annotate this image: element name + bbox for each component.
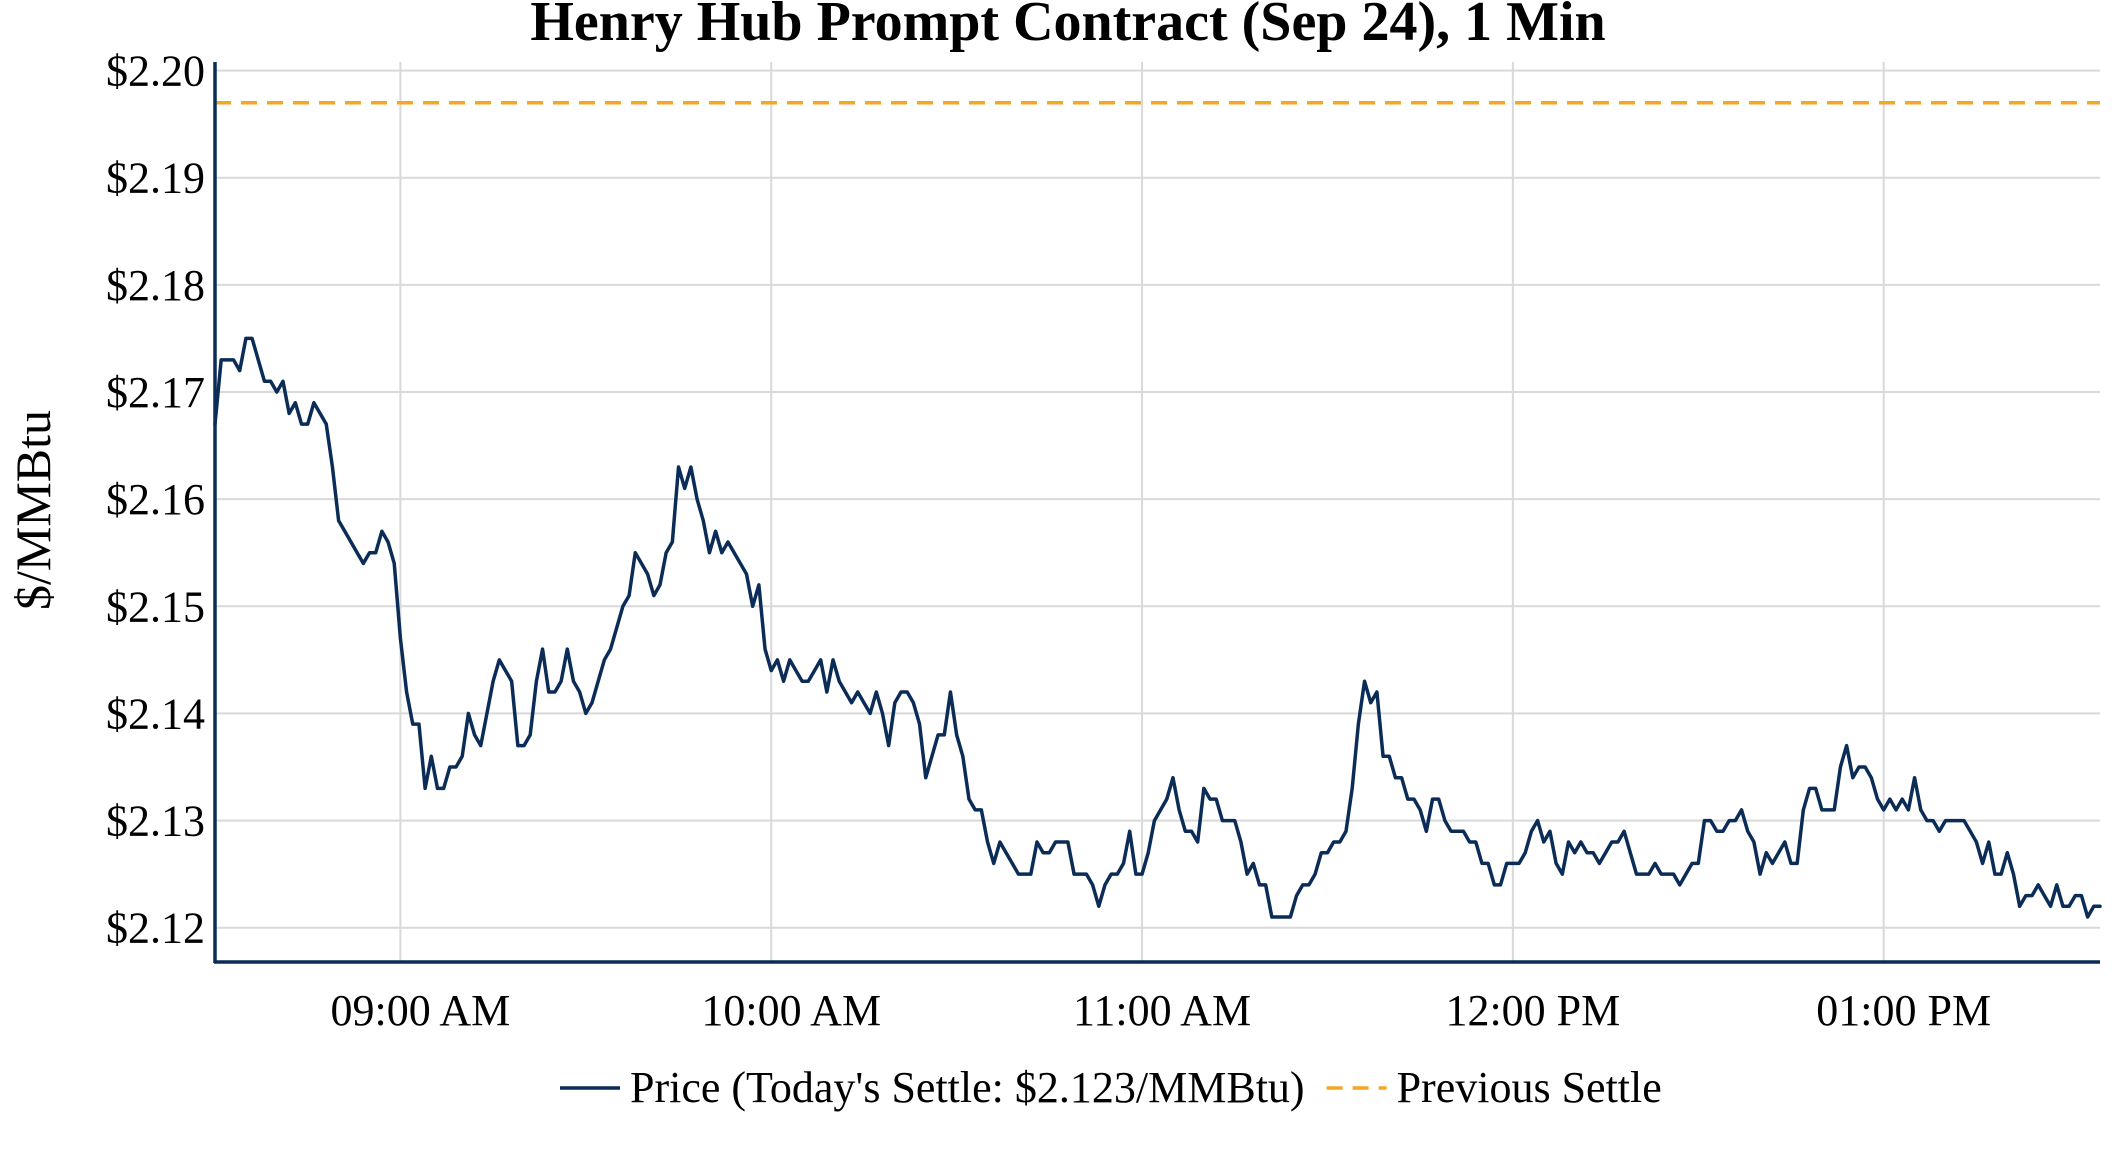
x-tick-label: 09:00 AM	[331, 986, 511, 1035]
grid	[215, 62, 2100, 962]
y-tick-label: $2.16	[106, 475, 205, 524]
y-tick-label: $2.13	[106, 797, 205, 846]
axes	[213, 62, 2100, 964]
x-tick-label: 01:00 PM	[1816, 986, 1991, 1035]
tick-labels: $2.12 $2.13 $2.14 $2.15 $2.16 $2.17 $2.18 $2.19…	[106, 47, 1991, 1035]
y-tick-label: $2.15	[106, 582, 205, 631]
x-tick-label: 10:00 AM	[701, 986, 881, 1035]
legend: Price (Today's Settle: $2.123/MMBtu) Prev…	[560, 1063, 1662, 1112]
y-tick-label: $2.12	[106, 904, 205, 953]
y-axis-label: $/MMBtu	[5, 410, 61, 610]
legend-label-price: Price (Today's Settle: $2.123/MMBtu)	[630, 1063, 1305, 1112]
y-tick-label: $2.19	[106, 154, 205, 203]
price-series-line	[213, 336, 2102, 919]
x-tick-label: 11:00 AM	[1073, 986, 1251, 1035]
x-tick-label: 12:00 PM	[1445, 986, 1620, 1035]
series-layer	[213, 100, 2102, 919]
y-tick-label: $2.14	[106, 689, 205, 738]
y-tick-label: $2.20	[106, 47, 205, 96]
y-tick-label: $2.18	[106, 261, 205, 310]
y-tick-label: $2.17	[106, 368, 205, 417]
legend-label-previous-settle: Previous Settle	[1397, 1063, 1662, 1112]
chart-title: Henry Hub Prompt Contract (Sep 24), 1 Mi…	[530, 0, 1605, 53]
